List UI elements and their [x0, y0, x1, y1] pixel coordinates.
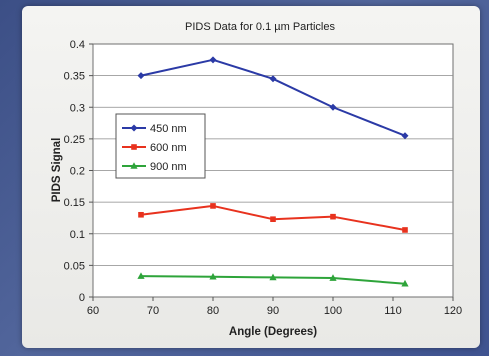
y-tick-label: 0.1 — [70, 229, 85, 241]
y-tick-label: 0.4 — [70, 39, 85, 51]
data-point-600-nm — [138, 211, 144, 218]
y-tick-label: 0.15 — [64, 197, 85, 209]
y-tick-label: 0.3 — [70, 102, 85, 114]
data-point-900-nm — [137, 272, 145, 279]
legend-marker-600-nm — [131, 144, 137, 150]
tick-labels: 0 0.05 0.1 0.15 0.2 0.25 0.3 0.35 0.4 60 70 80 90 100… — [64, 39, 463, 317]
y-tick-label: 0.25 — [64, 134, 85, 146]
x-tick-label: 120 — [444, 305, 462, 317]
x-axis-label: Angle (Degrees) — [229, 326, 317, 338]
data-point-900-nm — [209, 272, 217, 280]
legend: 450 nm 600 nm 900 nm — [115, 113, 206, 179]
series-group — [137, 56, 409, 287]
legend-marker-450-nm — [130, 124, 138, 132]
chart-title: PIDS Data for 0.1 µm Particles — [185, 21, 335, 33]
data-point-900-nm — [329, 274, 337, 281]
legend-label-900-nm: 900 nm — [150, 161, 187, 173]
data-point-900-nm — [269, 273, 277, 281]
data-point-450-nm — [209, 56, 217, 64]
data-point-600-nm — [402, 227, 408, 233]
y-tick-label: 0.2 — [70, 166, 85, 178]
x-tick-label: 70 — [147, 305, 159, 317]
data-point-600-nm — [270, 216, 276, 223]
y-tick-label: 0.05 — [64, 260, 85, 272]
data-point-600-nm — [330, 213, 336, 220]
data-point-900-nm — [401, 279, 409, 287]
legend-label-600-nm: 600 nm — [150, 142, 187, 154]
y-tick-label: 0.35 — [64, 71, 85, 83]
y-tick-label: 0 — [79, 292, 85, 304]
x-tick-label: 80 — [207, 305, 219, 317]
x-tick-label: 110 — [384, 305, 402, 317]
data-point-600-nm — [210, 203, 216, 209]
legend-label-450-nm: 450 nm — [150, 123, 187, 135]
x-tick-label: 100 — [324, 305, 342, 317]
data-point-450-nm — [401, 132, 409, 140]
data-point-450-nm — [137, 72, 145, 80]
legend-marker-900-nm — [130, 162, 138, 169]
data-point-450-nm — [329, 103, 337, 111]
x-tick-label: 90 — [267, 305, 279, 317]
data-point-450-nm — [269, 75, 277, 83]
x-tick-label: 60 — [87, 305, 99, 317]
y-axis-label: PIDS Signal — [51, 138, 63, 203]
